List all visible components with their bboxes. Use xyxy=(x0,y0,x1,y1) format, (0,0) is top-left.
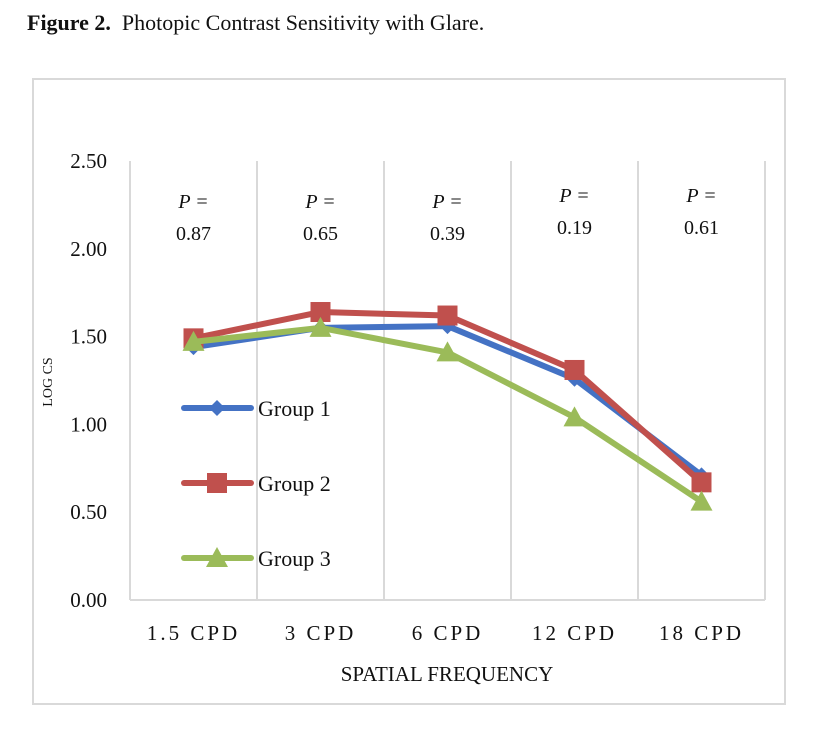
legend: Group 1 Group 2 Group 3 xyxy=(181,396,331,571)
data-point-triangle xyxy=(690,490,713,511)
series-lines xyxy=(182,302,713,511)
legend-item: Group 2 xyxy=(181,471,331,496)
p-value: 0.19 xyxy=(557,217,592,239)
p-label: P = xyxy=(558,185,589,207)
p-label: P = xyxy=(685,185,716,207)
x-tick-label: 12 CPD xyxy=(532,621,617,645)
data-point-square xyxy=(310,302,331,323)
figure-caption: Figure 2. Photopic Contrast Sensitivity … xyxy=(27,10,484,36)
legend-item: Group 3 xyxy=(181,546,331,571)
data-point-triangle xyxy=(309,316,332,337)
p-value: 0.39 xyxy=(430,223,465,245)
data-point-square xyxy=(564,359,585,380)
y-tick-label: 1.50 xyxy=(70,325,107,349)
figure-title: Photopic Contrast Sensitivity with Glare… xyxy=(121,10,485,35)
data-point-square xyxy=(437,305,458,326)
y-tick-label: 0.00 xyxy=(70,588,107,612)
figure-label: Figure 2. xyxy=(27,10,111,35)
x-tick-label: 18 CPD xyxy=(659,621,744,645)
gridlines xyxy=(129,161,766,601)
data-point-triangle xyxy=(436,341,459,362)
legend-diamond-icon xyxy=(209,400,225,416)
legend-label: Group 3 xyxy=(258,546,331,571)
y-tick-label: 2.50 xyxy=(70,149,107,173)
y-tick-label: 0.50 xyxy=(70,500,107,524)
legend-label: Group 2 xyxy=(258,471,331,496)
p-value-annotations: P = 0.87 P = 0.65 P = 0.39 P = 0.19 P = 0.61 xyxy=(176,185,719,245)
p-label: P = xyxy=(177,191,208,213)
p-label: P = xyxy=(304,191,335,213)
x-tick-label: 3 CPD xyxy=(285,621,357,645)
legend-square-icon xyxy=(207,473,227,493)
y-tick-label: 1.00 xyxy=(70,412,107,436)
data-point-triangle xyxy=(563,406,586,427)
x-tick-label: 1.5 CPD xyxy=(147,621,240,645)
p-value: 0.87 xyxy=(176,223,211,245)
legend-triangle-icon xyxy=(206,547,228,567)
legend-item: Group 1 xyxy=(181,396,331,421)
y-tick-label: 2.00 xyxy=(70,237,107,261)
series-group-3 xyxy=(182,316,713,511)
x-axis-ticks: 1.5 CPD 3 CPD 6 CPD 12 CPD 18 CPD xyxy=(147,621,744,645)
y-axis-title: LOG CS xyxy=(41,357,56,406)
p-value: 0.61 xyxy=(684,217,719,239)
data-point-triangle xyxy=(182,330,205,351)
p-value: 0.65 xyxy=(303,223,338,245)
x-tick-label: 6 CPD xyxy=(412,621,484,645)
legend-label: Group 1 xyxy=(258,396,331,421)
data-point-square xyxy=(691,472,712,493)
y-axis-ticks: 0.00 0.50 1.00 1.50 2.00 2.50 xyxy=(70,149,107,612)
p-label: P = xyxy=(431,191,462,213)
x-axis-title: SPATIAL FREQUENCY xyxy=(341,662,554,686)
